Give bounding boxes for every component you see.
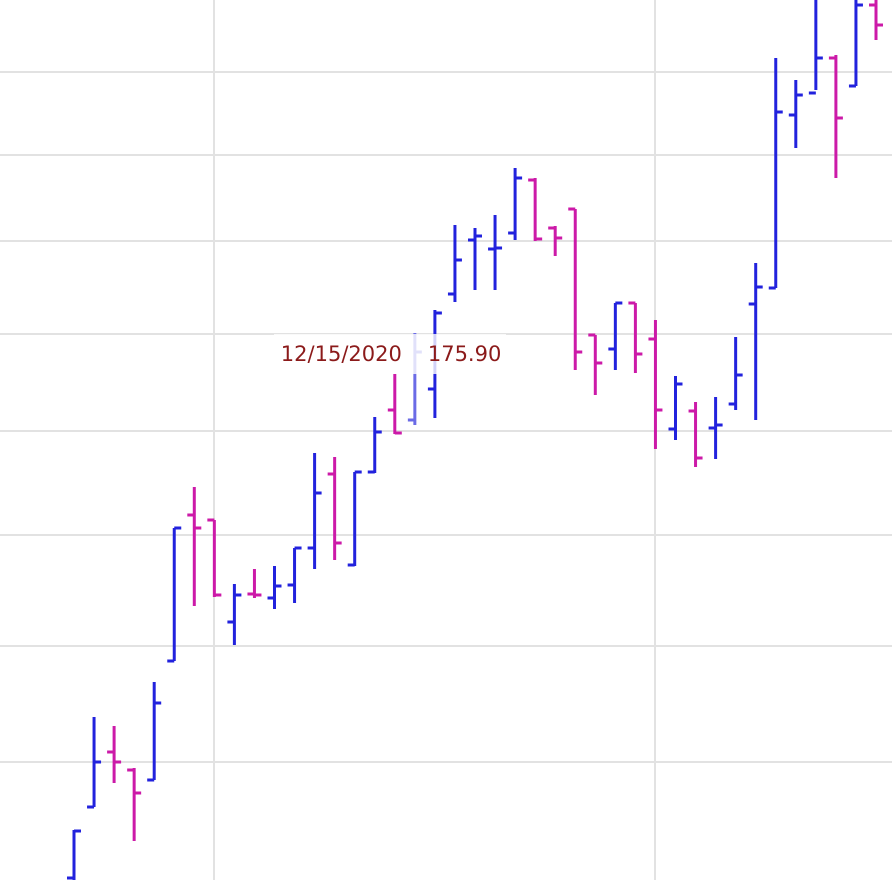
ohlc-bar — [528, 178, 543, 241]
ohlc-bar — [748, 263, 763, 420]
ohlc-bar — [728, 337, 743, 410]
ohlc-bar — [869, 0, 883, 40]
ohlc-bar — [688, 402, 703, 467]
ohlc-bar — [447, 225, 462, 302]
ohlc-bar — [127, 768, 142, 841]
ohlc-bar — [648, 320, 663, 449]
ohlc-bar — [227, 584, 242, 645]
ohlc-bar — [628, 301, 643, 373]
ohlc-bar — [147, 682, 162, 782]
ohlc-bar — [287, 546, 302, 603]
ohlc-bar — [548, 226, 563, 256]
ohlc-bar — [67, 829, 81, 880]
ohlc-bar — [768, 58, 783, 290]
ohlc-bar — [167, 526, 182, 663]
ohlc-bar — [828, 55, 843, 178]
ohlc-bar — [488, 215, 503, 290]
bars — [67, 0, 883, 880]
tooltip-date: 12/15/2020 — [281, 342, 402, 366]
ohlc-bar — [387, 374, 402, 435]
ohlc-bar — [187, 487, 202, 606]
ohlc-bar — [808, 0, 823, 95]
ohlc-bar — [367, 417, 382, 474]
ohlc-bar — [347, 470, 362, 567]
ohlc-bar — [668, 376, 683, 440]
tooltip: 12/15/2020 175.90 — [274, 334, 506, 374]
ohlc-bar — [568, 207, 583, 370]
ohlc-bar — [247, 569, 262, 598]
ohlc-bar — [588, 333, 603, 395]
ohlc-bar — [708, 397, 723, 459]
ohlc-bar — [87, 717, 102, 809]
ohlc-bar — [307, 453, 322, 569]
ohlc-bar — [207, 518, 222, 597]
ohlc-bar — [608, 301, 623, 370]
ohlc-bar — [107, 726, 122, 783]
ohlc-bar — [848, 0, 863, 88]
ohlc-bar — [788, 80, 803, 148]
tooltip-background — [274, 334, 506, 374]
ohlc-bar — [327, 457, 342, 560]
ohlc-bar — [508, 168, 523, 240]
ohlc-bar — [468, 228, 482, 290]
ohlc-bar — [267, 566, 282, 609]
tooltip-value: 175.90 — [428, 342, 501, 366]
